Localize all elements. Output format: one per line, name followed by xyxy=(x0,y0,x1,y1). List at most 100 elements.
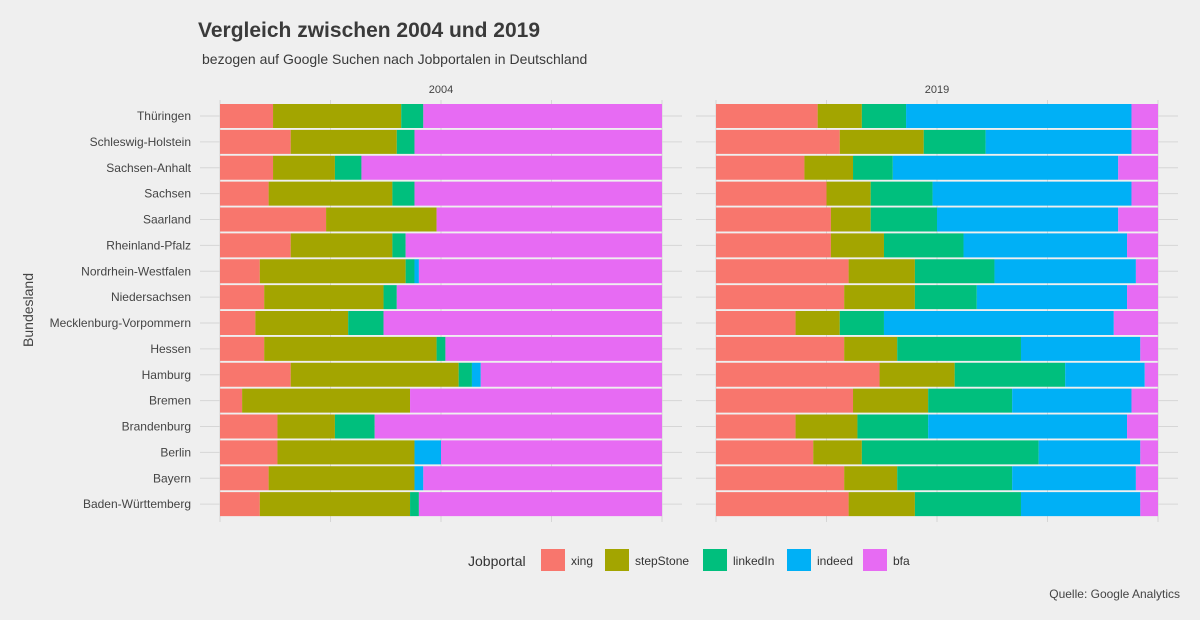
bar-bfa xyxy=(423,104,662,128)
bar-stepStone xyxy=(817,104,862,128)
bar-linkedIn xyxy=(861,104,907,128)
legend-key-indeed xyxy=(787,549,811,571)
bar-indeed xyxy=(1020,336,1141,361)
bar-stepStone xyxy=(268,181,393,206)
bar-bfa xyxy=(423,466,662,491)
bar-xing xyxy=(716,181,827,206)
y-tick-label: Hessen xyxy=(150,342,191,356)
legend-label-stepStone: stepStone xyxy=(635,554,689,568)
bar-xing xyxy=(220,492,260,517)
bar-linkedIn xyxy=(383,285,397,310)
chart-subtitle: bezogen auf Google Suchen nach Jobportal… xyxy=(202,51,587,67)
bar-xing xyxy=(716,466,845,491)
y-tick-label: Berlin xyxy=(160,445,191,459)
bar-linkedIn xyxy=(392,181,415,206)
legend-key-bfa xyxy=(863,549,887,571)
legend: Jobportal xing stepStone linkedIn indeed bfa xyxy=(468,549,910,571)
bar-stepStone xyxy=(273,104,402,128)
bar-stepStone xyxy=(839,129,924,154)
bar-bfa xyxy=(1127,233,1158,258)
bar-bfa xyxy=(383,311,662,335)
bar-indeed xyxy=(892,155,1119,180)
bar-linkedIn xyxy=(348,311,384,335)
legend-key-stepStone xyxy=(605,549,629,571)
bar-xing xyxy=(716,362,880,387)
bar-indeed xyxy=(928,414,1128,439)
bar-bfa xyxy=(1135,466,1158,491)
bar-stepStone xyxy=(259,492,411,517)
bar-xing xyxy=(716,492,849,517)
y-tick-label: Mecklenburg-Vorpommern xyxy=(50,316,191,330)
bar-linkedIn xyxy=(954,362,1066,387)
bar-indeed xyxy=(471,362,481,387)
bar-bfa xyxy=(1118,207,1158,232)
bar-indeed xyxy=(414,259,419,284)
bar-bfa xyxy=(1127,414,1158,439)
bar-linkedIn xyxy=(914,285,977,310)
bar-xing xyxy=(716,207,831,232)
bar-bfa xyxy=(1140,336,1158,361)
y-tick-label: Sachsen xyxy=(144,187,191,201)
y-axis-title: Bundesland xyxy=(20,273,36,347)
chart-title: Vergleich zwischen 2004 und 2019 xyxy=(198,19,540,42)
bar-bfa xyxy=(1140,492,1158,517)
y-tick-label: Niedersachsen xyxy=(111,290,191,304)
bar-xing xyxy=(220,155,274,180)
y-tick-label: Bayern xyxy=(153,471,191,485)
bar-linkedIn xyxy=(923,129,986,154)
bar-xing xyxy=(220,181,269,206)
bar-xing xyxy=(716,414,796,439)
bar-linkedIn xyxy=(870,181,933,206)
bar-bfa xyxy=(1113,311,1158,335)
bar-bfa xyxy=(1144,362,1158,387)
bar-stepStone xyxy=(290,362,459,387)
y-tick-label: Rheinland-Pfalz xyxy=(106,238,191,252)
bar-bfa xyxy=(405,233,662,258)
bar-bfa xyxy=(1140,440,1158,465)
bar-bfa xyxy=(1131,388,1158,413)
bar-xing xyxy=(716,104,818,128)
bar-bfa xyxy=(374,414,662,439)
bar-xing xyxy=(220,362,291,387)
bar-indeed xyxy=(1020,492,1141,517)
bars xyxy=(220,104,1158,517)
bar-stepStone xyxy=(844,285,915,310)
bar-indeed xyxy=(1038,440,1141,465)
bar-xing xyxy=(220,466,269,491)
bar-stepStone xyxy=(326,207,437,232)
bar-bfa xyxy=(361,155,662,180)
bar-xing xyxy=(220,388,243,413)
bar-xing xyxy=(716,388,854,413)
caption: Quelle: Google Analytics xyxy=(1049,587,1180,601)
y-tick-label: Sachsen-Anhalt xyxy=(106,161,191,175)
bar-linkedIn xyxy=(861,440,1039,465)
legend-key-linkedIn xyxy=(703,549,727,571)
bar-stepStone xyxy=(273,155,335,180)
bar-indeed xyxy=(932,181,1132,206)
bar-linkedIn xyxy=(839,311,884,335)
bar-linkedIn xyxy=(870,207,937,232)
bar-xing xyxy=(220,207,327,232)
bar-linkedIn xyxy=(897,336,1021,361)
bar-indeed xyxy=(883,311,1114,335)
bar-bfa xyxy=(414,129,662,154)
bar-xing xyxy=(716,440,814,465)
bar-indeed xyxy=(414,440,441,465)
bar-indeed xyxy=(414,466,424,491)
bar-linkedIn xyxy=(458,362,472,387)
bar-stepStone xyxy=(879,362,955,387)
bar-stepStone xyxy=(290,233,393,258)
bar-stepStone xyxy=(844,336,898,361)
bar-linkedIn xyxy=(857,414,929,439)
bar-stepStone xyxy=(848,492,915,517)
bar-stepStone xyxy=(830,233,884,258)
bar-stepStone xyxy=(795,311,840,335)
bar-stepStone xyxy=(277,414,335,439)
bar-linkedIn xyxy=(396,129,415,154)
legend-label-xing: xing xyxy=(571,554,593,568)
bar-xing xyxy=(716,129,840,154)
bar-stepStone xyxy=(259,259,406,284)
bar-bfa xyxy=(1131,181,1158,206)
legend-label-indeed: indeed xyxy=(817,554,853,568)
